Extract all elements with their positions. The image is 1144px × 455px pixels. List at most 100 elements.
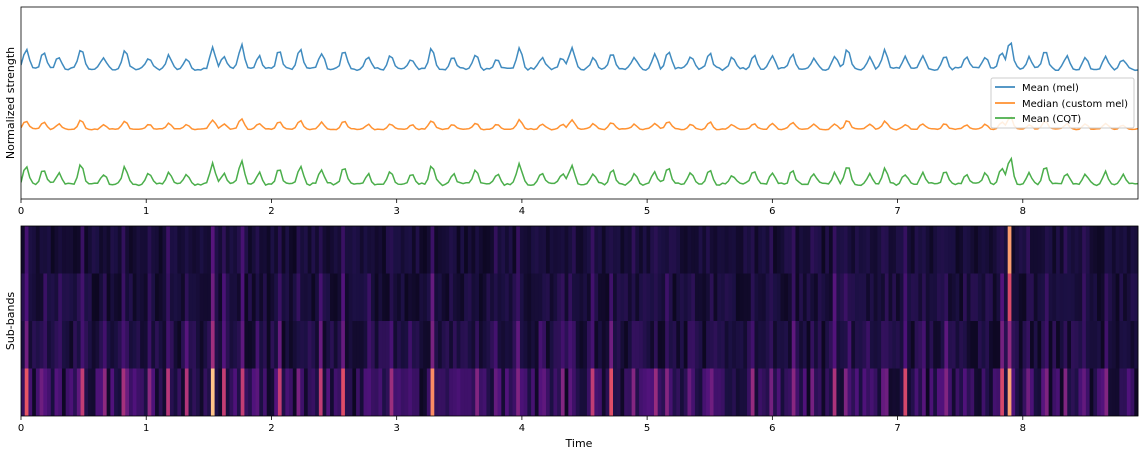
heatmap-cell	[24, 368, 29, 416]
x-tick-label: 8	[1020, 206, 1026, 217]
heatmap-cell	[158, 273, 163, 321]
heatmap-cell	[1111, 273, 1117, 321]
heatmap-cell	[296, 226, 301, 274]
heatmap-cell	[259, 321, 264, 369]
heatmap-cell	[709, 226, 714, 274]
heatmap-cell	[709, 321, 714, 369]
heatmap-cell	[616, 368, 621, 416]
heatmap-cell	[259, 368, 264, 416]
heatmap-cell	[832, 273, 837, 321]
heatmap-cell	[140, 273, 145, 321]
heatmap-cell	[240, 226, 245, 274]
heatmap-cell	[408, 273, 413, 321]
heatmap-cell	[925, 226, 930, 274]
heatmap-cell	[985, 273, 990, 321]
heatmap-cell	[538, 321, 543, 369]
subband-heatmap-plot: 0 1 2 3 4 5 6 7 8 Sub-bands Time	[4, 225, 1139, 450]
heatmap-cell	[1026, 321, 1031, 369]
heatmap-cell	[575, 273, 580, 321]
heatmap-cell	[966, 321, 971, 369]
heatmap-cell	[1126, 321, 1131, 369]
heatmap-cell	[493, 273, 498, 321]
onset-strength-plot: 0 1 2 3 4 5 6 7 8 Normalized strength Mean (mel)…	[4, 6, 1139, 217]
heatmap-cell	[1104, 226, 1109, 274]
heatmap-cell	[1059, 368, 1064, 416]
heatmap-cell	[173, 273, 178, 321]
heatmap-cell	[218, 368, 223, 416]
heatmap-cell	[780, 226, 785, 274]
heatmap-cell	[717, 321, 722, 369]
heatmap-cell	[330, 273, 335, 321]
heatmap-cell	[869, 321, 875, 369]
heatmap-cell	[292, 273, 297, 321]
heatmap-cell	[728, 226, 733, 274]
heatmap-cell	[869, 273, 875, 321]
heatmap-cell	[523, 368, 528, 416]
heatmap-cell	[352, 226, 357, 274]
heatmap-cell	[981, 368, 986, 416]
heatmap-cell	[613, 273, 618, 321]
heatmap-cell	[348, 368, 353, 416]
heatmap-cell	[497, 368, 502, 416]
heatmap-cell	[281, 273, 286, 321]
heatmap-cell	[117, 368, 122, 416]
heatmap-cell	[601, 273, 606, 321]
x-tick-label: 7	[894, 206, 900, 217]
heatmap-cell	[259, 226, 264, 274]
heatmap-cell	[922, 273, 927, 321]
heatmap-cell	[903, 273, 908, 321]
heatmap-cell	[43, 321, 48, 369]
heatmap-cell	[747, 273, 752, 321]
heatmap-cell	[713, 368, 718, 416]
heatmap-cell	[963, 226, 968, 274]
heatmap-cell	[899, 321, 904, 369]
heatmap-cell	[240, 273, 245, 321]
heatmap-cell	[47, 273, 52, 321]
heatmap-cell	[169, 321, 175, 369]
heatmap-cell	[143, 368, 148, 416]
heatmap-cell	[691, 273, 696, 321]
x-tick-label: 8	[1020, 423, 1026, 434]
heatmap-cell	[1033, 226, 1038, 274]
heatmap-cell	[1056, 368, 1061, 416]
heatmap-cell	[1052, 321, 1057, 369]
heatmap-cell	[289, 226, 294, 274]
heatmap-cell	[1078, 321, 1083, 369]
heatmap-cell	[981, 321, 986, 369]
heatmap-cell	[184, 273, 189, 321]
heatmap-cell	[914, 273, 919, 321]
heatmap-cell	[918, 321, 923, 369]
heatmap-cell	[341, 273, 346, 321]
heatmap-cell	[359, 226, 364, 274]
heatmap-cell	[545, 273, 551, 321]
heatmap-cell	[780, 368, 785, 416]
heatmap-cell	[464, 226, 469, 274]
heatmap-cell	[140, 321, 145, 369]
heatmap-cell	[236, 368, 242, 416]
heatmap-cell	[39, 226, 44, 274]
heatmap-cell	[303, 368, 309, 416]
heatmap-cell	[393, 368, 398, 416]
heatmap-cell	[1007, 273, 1012, 321]
heatmap-cell	[1067, 273, 1072, 321]
heatmap-cell	[810, 226, 815, 274]
heatmap-cell	[389, 368, 394, 416]
heatmap-cell	[322, 368, 327, 416]
legend: Mean (mel) Median (custom mel) Mean (CQT…	[990, 77, 1135, 129]
heatmap-cell	[1000, 273, 1005, 321]
heatmap-cell	[843, 273, 848, 321]
heatmap-cell	[464, 321, 469, 369]
heatmap-cell	[1015, 321, 1020, 369]
heatmap-cell	[151, 368, 156, 416]
heatmap-cell	[661, 226, 666, 274]
heatmap-cell	[475, 226, 480, 274]
heatmap-cell	[333, 368, 338, 416]
heatmap-cell	[1070, 273, 1076, 321]
heatmap-cell	[687, 321, 692, 369]
heatmap-cell	[538, 226, 543, 274]
heatmap-cell	[475, 321, 480, 369]
heatmap-cell	[177, 226, 182, 274]
heatmap-cell	[471, 273, 476, 321]
heatmap-cell	[1123, 321, 1128, 369]
